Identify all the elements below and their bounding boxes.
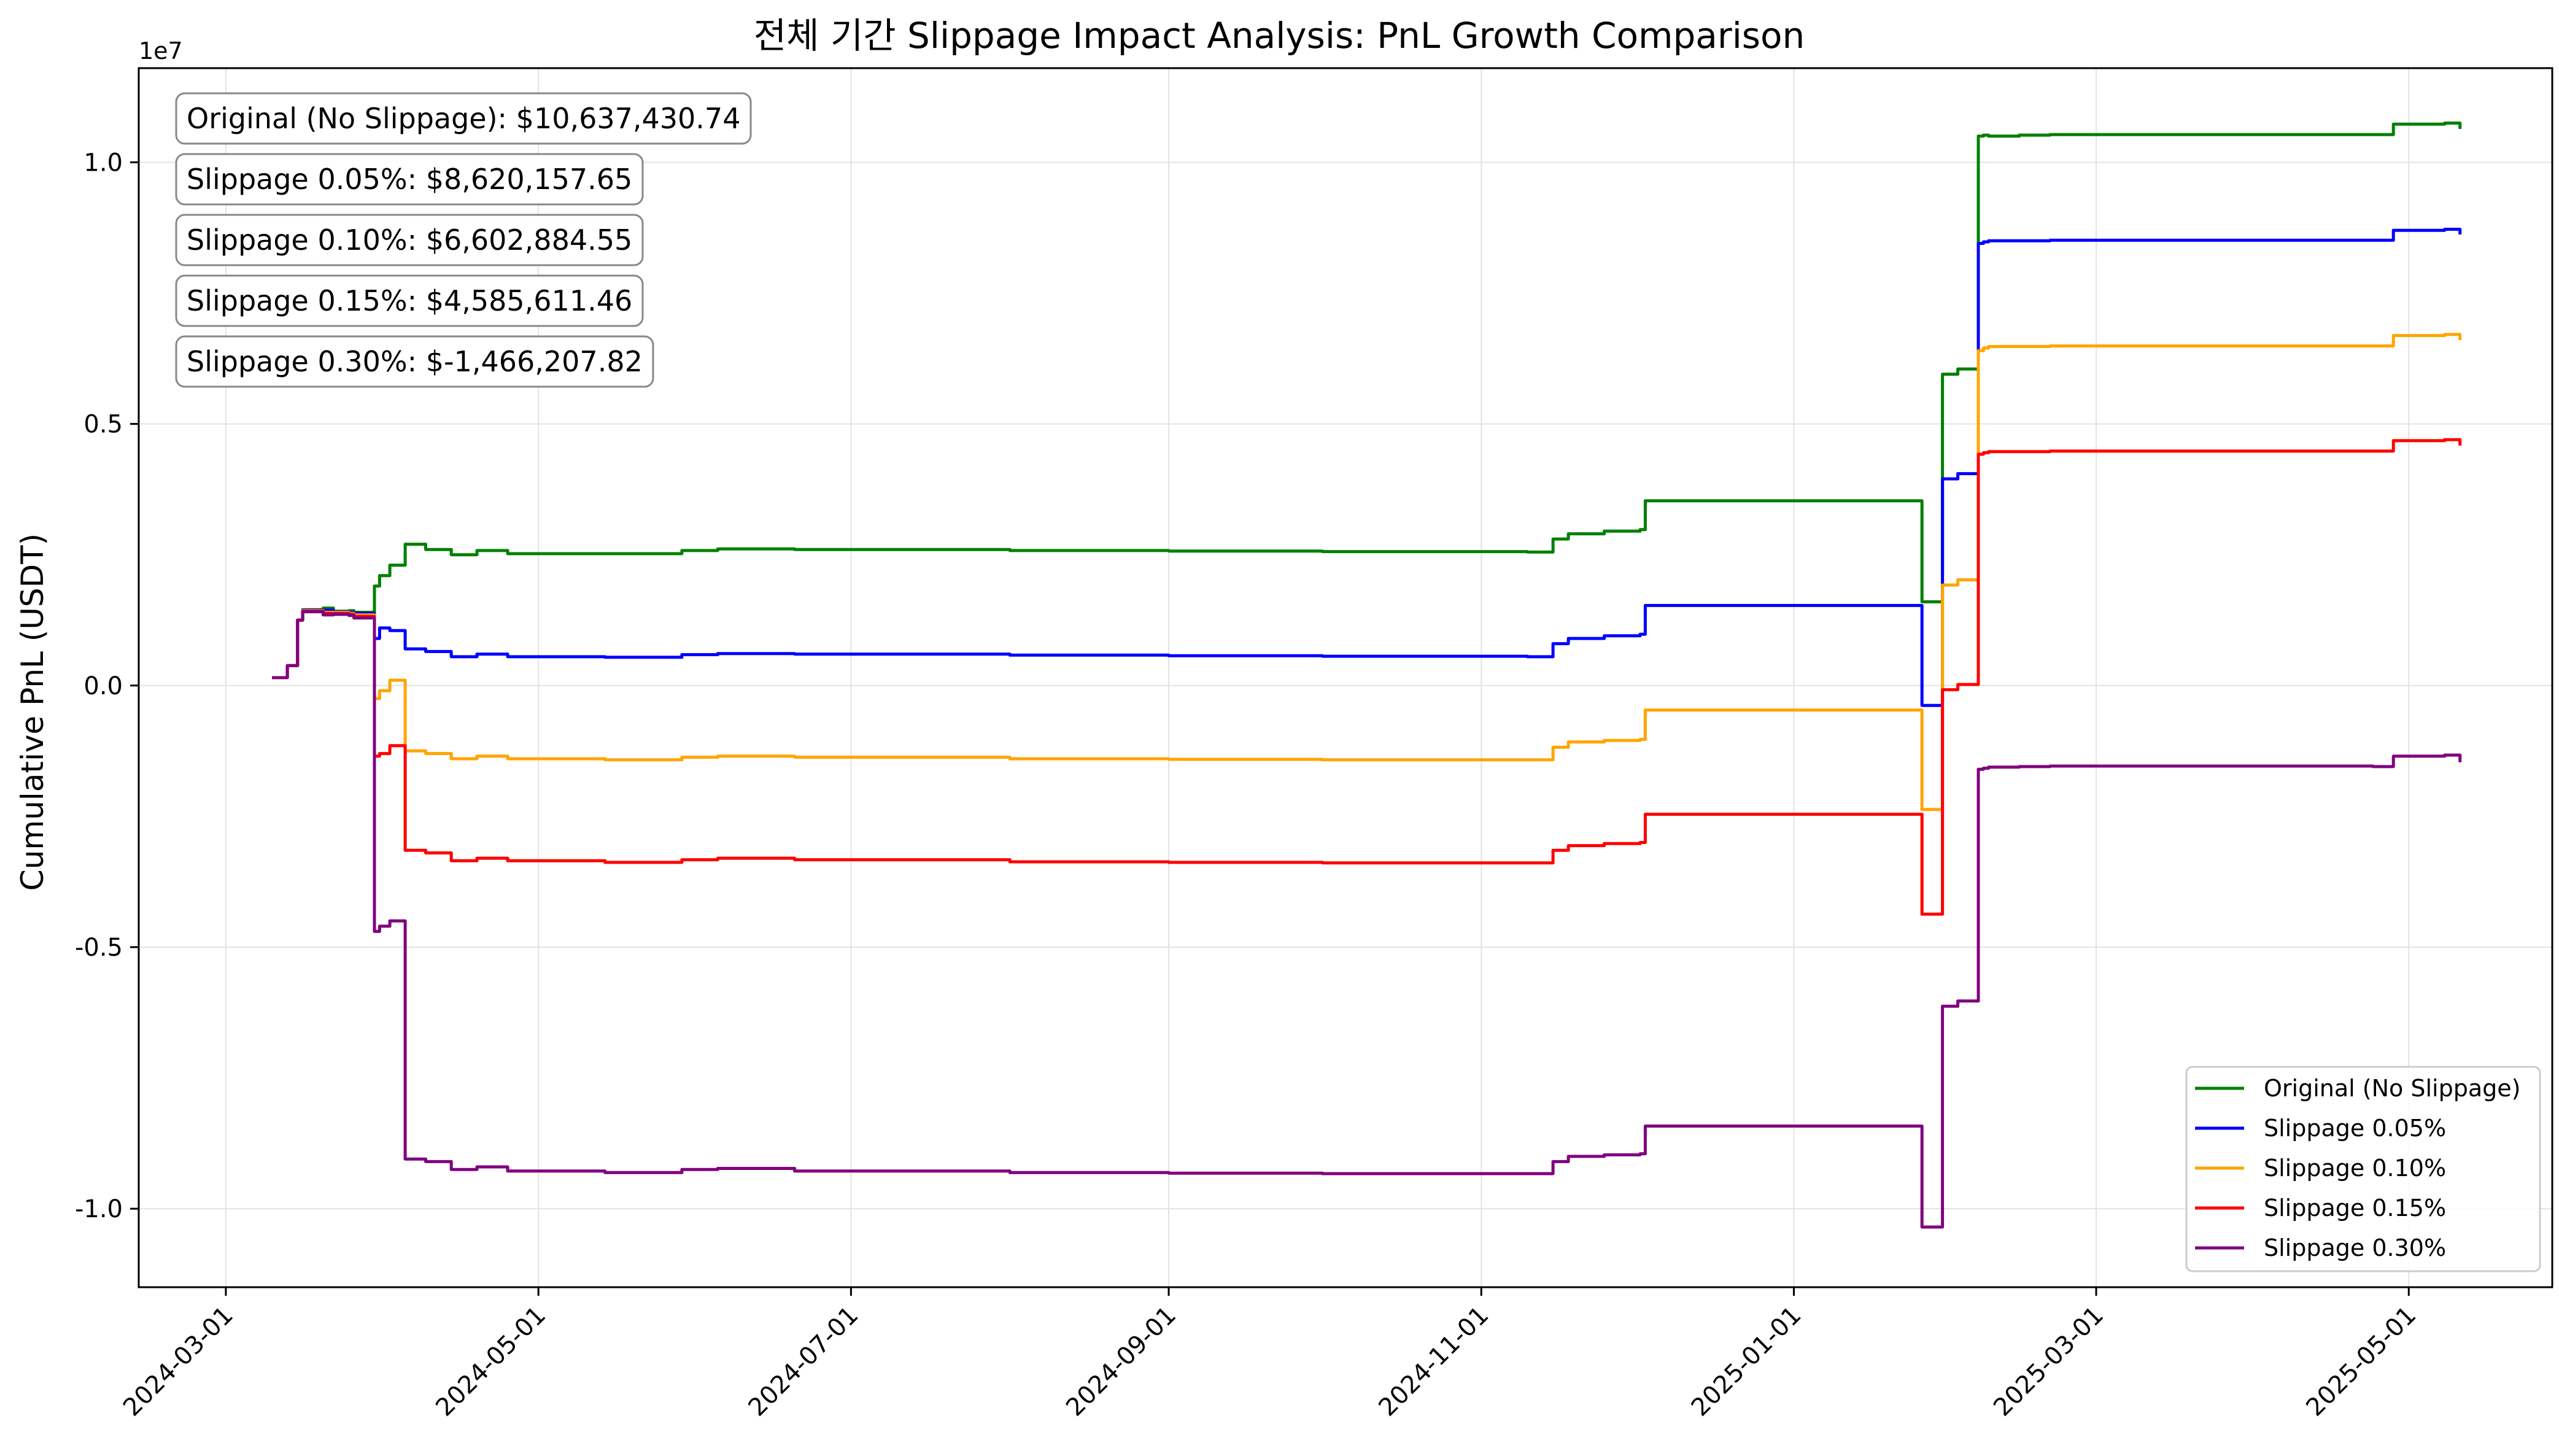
- annotation-frame: [175, 153, 644, 206]
- annotation-text: Slippage 0.15%: $4,585,611.46: [187, 284, 632, 317]
- legend-label: Slippage 0.05%: [2264, 1115, 2446, 1142]
- x-tick-label: 2024-05-01: [430, 1301, 551, 1422]
- y-tick-label: 1.0: [83, 149, 123, 177]
- x-tick-label: 2024-09-01: [1061, 1301, 1182, 1422]
- legend-frame: [2185, 1066, 2541, 1272]
- y-tick-label: 0.5: [83, 411, 123, 439]
- value-annotations: Original (No Slippage): $10,637,430.74 Sl…: [175, 92, 752, 388]
- plot-area-frame: [137, 67, 2553, 1288]
- legend-label: Slippage 0.30%: [2264, 1234, 2446, 1261]
- legend-label: Original (No Slippage): [2264, 1075, 2520, 1102]
- annotation-frame: [175, 274, 644, 327]
- x-tick-label: 2024-07-01: [743, 1301, 864, 1422]
- y-offset-label: 1e7: [139, 37, 183, 64]
- legend-entry: Slippage 0.10%: [2195, 1155, 2446, 1182]
- legend-entry: Slippage 0.05%: [2195, 1115, 2446, 1142]
- legend-label: Slippage 0.10%: [2264, 1155, 2446, 1182]
- x-tick-label: 2024-03-01: [118, 1301, 239, 1422]
- series-line: [272, 333, 2462, 811]
- annotation-text: Slippage 0.05%: $8,620,157.65: [187, 163, 632, 196]
- legend-entry: Slippage 0.15%: [2195, 1195, 2446, 1222]
- x-tick-label: 2025-01-01: [1686, 1301, 1807, 1422]
- series-line: [272, 610, 2462, 1229]
- annotation-text: Slippage 0.10%: $6,602,884.55: [187, 223, 632, 257]
- series-line: [272, 438, 2462, 916]
- x-tick-label: 2025-05-01: [2301, 1301, 2422, 1422]
- y-tick-label: -1.0: [75, 1195, 123, 1223]
- y-tick-label: -0.5: [75, 934, 123, 962]
- annotation-box: Slippage 0.05%: $8,620,157.65: [175, 153, 644, 206]
- annotation-text: Original (No Slippage): $10,637,430.74: [187, 102, 740, 135]
- annotation-box: Original (No Slippage): $10,637,430.74: [175, 92, 752, 145]
- annotation-frame: [175, 214, 644, 266]
- annotation-box: Slippage 0.10%: $6,602,884.55: [175, 214, 644, 266]
- annotation-box: Slippage 0.15%: $4,585,611.46: [175, 274, 644, 327]
- y-axis-label: Cumulative PnL (USDT): [15, 533, 50, 891]
- series-lines: [272, 122, 2462, 1229]
- chart-title: 전체 기간 Slippage Impact Analysis: PnL Grow…: [754, 15, 1805, 56]
- annotation-frame: [175, 335, 654, 388]
- legend: Original (No Slippage) Slippage 0.05% Slip…: [2185, 1066, 2541, 1272]
- x-tick-label: 2024-11-01: [1373, 1301, 1494, 1422]
- x-tick-label: 2025-03-01: [1988, 1301, 2109, 1422]
- legend-entry: Original (No Slippage): [2195, 1075, 2520, 1102]
- legend-label: Slippage 0.15%: [2264, 1195, 2446, 1222]
- annotation-text: Slippage 0.30%: $-1,466,207.82: [187, 345, 643, 378]
- legend-entry: Slippage 0.30%: [2195, 1234, 2446, 1261]
- series-line: [272, 122, 2462, 680]
- annotation-box: Slippage 0.30%: $-1,466,207.82: [175, 335, 654, 388]
- annotation-frame: [175, 92, 752, 145]
- y-tick-label: 0.0: [83, 672, 123, 700]
- grid-lines: [139, 68, 2552, 1287]
